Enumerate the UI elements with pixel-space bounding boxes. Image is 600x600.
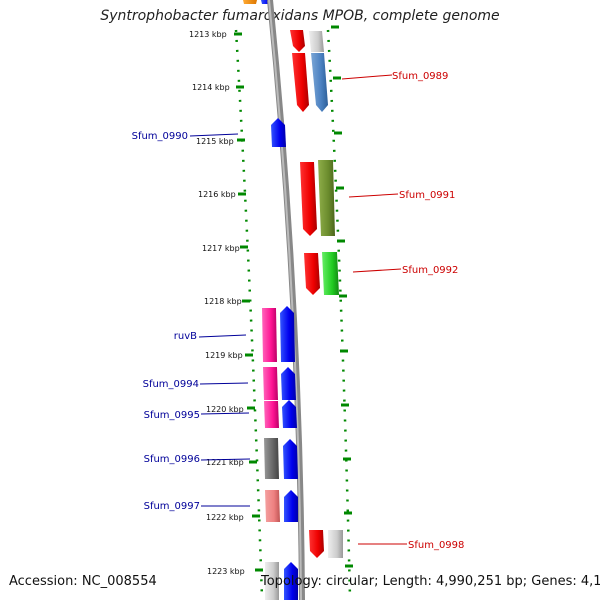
feature-bottom-blue — [284, 562, 298, 600]
feature-sfum-0997-salmon — [265, 490, 280, 522]
tick-label: 1219 kbp — [205, 351, 243, 360]
feature-sfum-0994-pink — [263, 367, 278, 400]
genome-backbone-highlight — [268, 0, 302, 600]
feature-sfum-0995-pink — [264, 401, 279, 428]
feature-sfum-0991-red — [300, 162, 317, 236]
feature-grey — [309, 31, 324, 52]
accession-text: Accession: NC_008554 — [9, 574, 157, 589]
tick-label: 1223 kbp — [207, 567, 245, 576]
tick-label: 1221 kbp — [206, 458, 244, 467]
tick-label: 1216 kbp — [198, 190, 236, 199]
feature-sfum-0995-blue — [282, 400, 297, 428]
topology-text: Topology: circular; Length: 4,990,251 bp… — [261, 574, 600, 589]
feature-sfum-0996-blue — [283, 439, 298, 479]
tick-label: 1214 kbp — [192, 83, 230, 92]
feature-ruvb-blue — [280, 306, 295, 362]
gene-label-sfum-0991[interactable]: Sfum_0991 — [399, 190, 455, 201]
map-title: Syntrophobacter fumaroxidans MPOB, compl… — [100, 8, 500, 24]
feature-sfum-0997-blue — [284, 490, 298, 522]
gene-label-sfum-0989[interactable]: Sfum_0989 — [392, 71, 448, 82]
gene-label-sfum-0998[interactable]: Sfum_0998 — [408, 540, 464, 551]
feature-red — [290, 30, 305, 52]
partial-feature-orange — [243, 0, 257, 4]
tick-label: 1218 kbp — [204, 297, 242, 306]
gene-label-sfum-0990[interactable]: Sfum_0990 — [132, 131, 188, 142]
feature-sfum-0992-red — [304, 253, 320, 295]
kbp-axis-labels: 1213 kbp 1214 kbp 1215 kbp 1216 kbp 1217… — [189, 30, 245, 576]
feature-sfum-0994-blue — [281, 367, 296, 400]
feature-sfum-0998-grey — [328, 530, 343, 558]
gene-label-sfum-0997[interactable]: Sfum_0997 — [144, 501, 200, 512]
gene-label-sfum-0994[interactable]: Sfum_0994 — [143, 379, 199, 390]
gene-label-sfum-0996[interactable]: Sfum_0996 — [144, 454, 200, 465]
gene-label-ruvb[interactable]: ruvB — [174, 331, 197, 342]
feature-bottom-grey — [265, 562, 279, 600]
feature-sfum-0998-red — [309, 530, 324, 558]
feature-sfum-0992-green — [322, 252, 339, 295]
feature-sfum-0989-red — [292, 53, 309, 112]
gene-label-sfum-0992[interactable]: Sfum_0992 — [402, 265, 458, 276]
feature-ruvb-pink — [262, 308, 277, 362]
tick-label: 1217 kbp — [202, 244, 240, 253]
feature-sfum-0990-blue — [271, 118, 286, 147]
feature-sfum-0996-dark — [264, 438, 279, 479]
gene-labels: Sfum_0989 Sfum_0990 Sfum_0991 Sfum_0992 … — [132, 71, 465, 551]
tick-label: 1222 kbp — [206, 513, 244, 522]
feature-sfum-0989-steelblue — [311, 53, 328, 112]
gene-label-sfum-0995[interactable]: Sfum_0995 — [144, 410, 200, 421]
label-leaders — [189, 74, 407, 545]
tick-label: 1213 kbp — [189, 30, 227, 39]
tick-marks — [234, 25, 353, 572]
tick-label: 1215 kbp — [196, 137, 234, 146]
tick-label: 1220 kbp — [206, 405, 244, 414]
feature-sfum-0991-olive — [318, 160, 335, 236]
